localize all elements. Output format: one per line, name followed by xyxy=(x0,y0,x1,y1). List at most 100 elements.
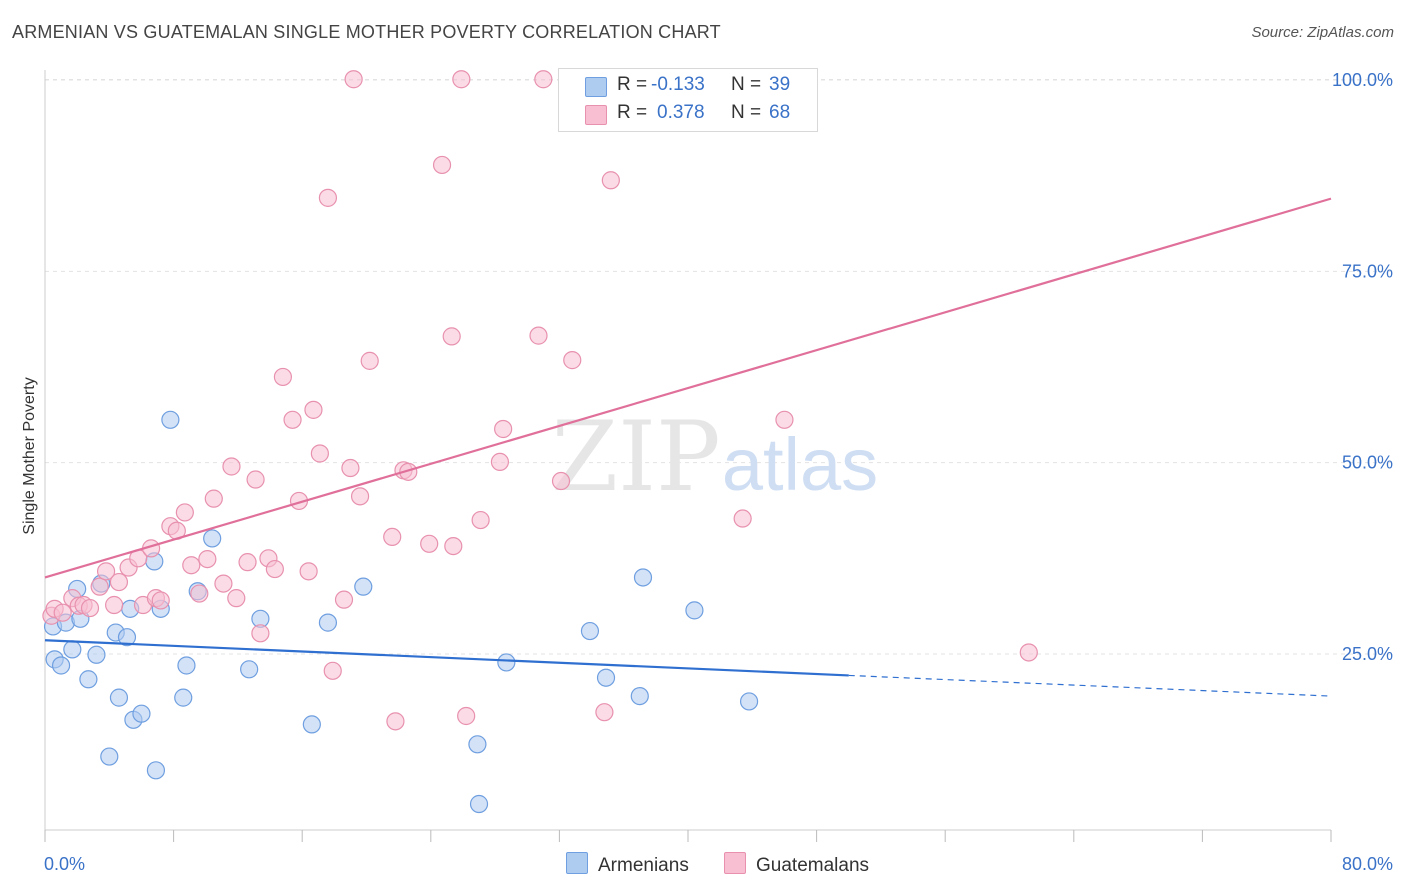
guatemalans-point xyxy=(105,595,124,615)
x-tick-label: 0.0% xyxy=(44,854,85,874)
guatemalans-point xyxy=(198,549,217,569)
guatemalans-point xyxy=(304,400,323,419)
armenians-point xyxy=(302,715,321,734)
guatemalans-trend-line xyxy=(44,197,1332,579)
guatemalans-point xyxy=(529,326,548,345)
guatemalans-n-value: 68 xyxy=(769,102,791,123)
guatemalans-point xyxy=(344,70,363,89)
y-tick-label: 100.0% xyxy=(1332,70,1393,90)
guatemalans-point xyxy=(360,351,379,370)
bottom-legend-guatemalans: Guatemalans xyxy=(724,852,869,877)
guatemalans-point xyxy=(273,367,293,387)
guatemalans-point xyxy=(222,457,241,476)
guatemalans-legend-label: Guatemalans xyxy=(756,855,870,876)
x-tick-label: 80.0% xyxy=(1342,854,1393,874)
armenians-points xyxy=(43,410,759,814)
trend-lines xyxy=(44,197,1332,697)
armenians-point xyxy=(146,761,166,780)
guatemalans-point xyxy=(334,590,354,609)
watermark-atlas: atlas xyxy=(722,423,878,506)
guatemalans-point xyxy=(151,591,170,610)
armenians-point xyxy=(63,640,82,659)
guatemalans-point xyxy=(109,572,129,592)
guatemalans-swatch xyxy=(585,105,607,125)
guatemalans-point xyxy=(452,70,471,89)
r-label: R = xyxy=(617,102,648,123)
bottom-legend-armenians: Armenians xyxy=(566,852,689,877)
guatemalans-point xyxy=(96,562,116,581)
armenians-legend-swatch xyxy=(566,852,588,874)
guatemalans-point xyxy=(283,410,302,429)
tick-labels: 25.0% 50.0% 75.0% 100.0% 0.0% 80.0% xyxy=(44,70,1393,874)
source-label: Source: ZipAtlas.com xyxy=(1251,24,1394,41)
guatemalans-point xyxy=(246,470,265,489)
guatemalans-point xyxy=(204,489,223,508)
guatemalans-point xyxy=(265,559,284,579)
armenians-point xyxy=(177,656,196,675)
y-tick-label: 75.0% xyxy=(1342,261,1393,281)
legend-row-armenians: R = -0.133 N = 39 xyxy=(559,73,817,101)
watermark-zip: ZIP xyxy=(551,401,720,513)
armenians-point xyxy=(354,577,373,596)
guatemalans-point xyxy=(601,171,620,190)
armenians-point xyxy=(51,656,71,675)
guatemalans-point xyxy=(386,712,405,731)
armenians-r-value: -0.133 xyxy=(651,74,705,95)
guatemalans-point xyxy=(1019,643,1038,662)
correlation-legend: R = -0.133 N = 39 R = 0.378 N = 68 xyxy=(558,68,818,132)
guatemalans-point xyxy=(53,603,72,622)
armenians-point xyxy=(596,668,616,687)
guatemalans-point xyxy=(190,584,209,603)
guatemalans-point xyxy=(534,70,553,89)
guatemalans-point xyxy=(442,327,461,346)
guatemalans-point xyxy=(563,351,582,370)
guatemalans-point xyxy=(182,556,201,575)
guatemalans-point xyxy=(238,553,257,572)
guatemalans-point xyxy=(494,419,513,439)
y-tick-label: 25.0% xyxy=(1342,644,1393,664)
armenians-point xyxy=(469,794,489,814)
guatemalans-point xyxy=(175,503,194,522)
armenians-swatch xyxy=(585,77,607,97)
armenians-n-value: 39 xyxy=(769,74,791,95)
armenians-point xyxy=(100,747,119,766)
y-axis-title: Single Mother Poverty xyxy=(21,377,38,534)
armenians-point xyxy=(497,653,516,672)
guatemalans-legend-swatch xyxy=(724,852,746,874)
armenians-point xyxy=(109,688,129,707)
guatemalans-point xyxy=(227,589,246,608)
guatemalans-point xyxy=(432,155,452,175)
armenians-legend-label: Armenians xyxy=(598,855,689,876)
guatemalans-point xyxy=(350,487,370,506)
armenians-point xyxy=(685,601,704,620)
armenians-point xyxy=(174,688,193,707)
armenians-point xyxy=(161,410,180,429)
armenians-point xyxy=(739,692,759,711)
armenians-point xyxy=(240,660,259,679)
armenians-point xyxy=(87,645,106,664)
guatemalans-point xyxy=(80,598,100,618)
armenians-trend-line xyxy=(44,639,849,677)
guatemalans-r-value: 0.378 xyxy=(657,102,705,123)
armenians-point xyxy=(468,735,487,754)
guatemalans-points xyxy=(42,70,1038,731)
guatemalans-point xyxy=(323,661,342,680)
guatemalans-point xyxy=(310,444,329,463)
armenians-point xyxy=(633,568,653,587)
guatemalans-point xyxy=(775,410,794,429)
axes xyxy=(44,70,1332,842)
guatemalans-point xyxy=(444,536,463,556)
guatemalans-point xyxy=(551,471,571,491)
guatemalans-point xyxy=(420,534,439,553)
r-label: R = xyxy=(617,74,648,95)
guatemalans-point xyxy=(471,510,490,530)
guatemalans-point xyxy=(383,527,402,547)
guatemalans-point xyxy=(90,577,109,596)
armenians-point xyxy=(580,621,600,641)
guatemalans-point xyxy=(214,574,233,593)
armenians-point xyxy=(318,613,338,632)
armenians-trend-extension xyxy=(848,674,1332,697)
armenians-point xyxy=(132,704,151,723)
n-label: N = xyxy=(731,74,762,95)
